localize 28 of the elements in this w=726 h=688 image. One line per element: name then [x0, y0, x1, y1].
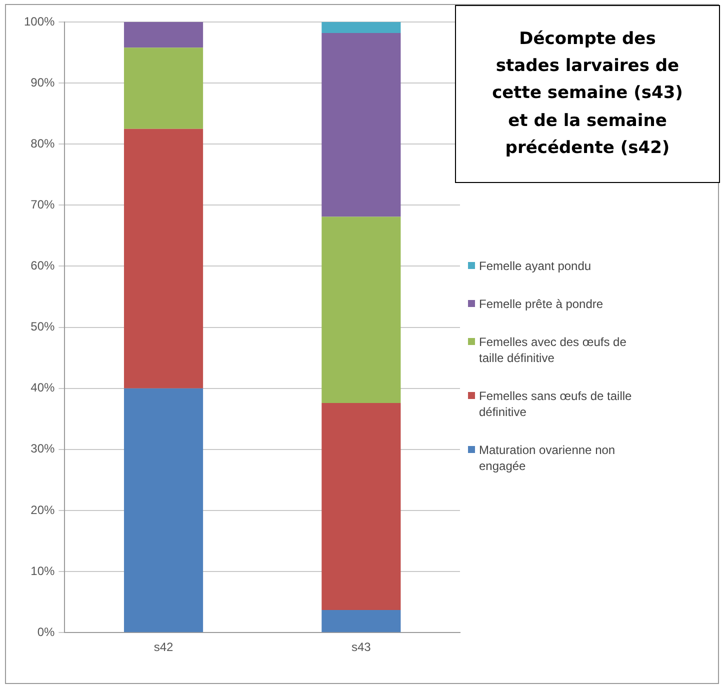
- title-box: Décompte des stades larvaires de cette semaine (s43) et de la semaine précédente (s42): [455, 5, 720, 183]
- legend-label: Maturation ovarienne non engagée: [479, 442, 616, 474]
- y-tick-label: 20%: [30, 502, 56, 517]
- bar: [322, 216, 401, 404]
- bar: [322, 22, 401, 33]
- y-tick-label: 0%: [37, 624, 56, 639]
- y-tick-label: 50%: [30, 320, 56, 334]
- y-tick-label: 90%: [30, 75, 56, 90]
- y-tick-label: 30%: [30, 442, 56, 456]
- legend-label: Femelle prête à pondre: [479, 296, 604, 312]
- bar: [322, 32, 401, 217]
- bar: [124, 388, 204, 632]
- y-tick-label: 10%: [30, 564, 56, 578]
- y-tick-label: 100%: [24, 14, 56, 28]
- y-tick-label: 80%: [30, 136, 56, 150]
- legend-label: Femelle ayant pondu: [479, 258, 592, 274]
- bar: [124, 48, 204, 129]
- y-tick-label: 40%: [30, 380, 56, 395]
- y-tick-label: 60%: [30, 258, 56, 273]
- x-tick-label: s42: [154, 640, 174, 654]
- x-tick-label: s43: [351, 640, 372, 654]
- y-tick-label: 70%: [30, 197, 56, 212]
- bar: [124, 22, 204, 48]
- bar: [322, 610, 401, 632]
- legend-label: Femelles sans œufs de taille définitive: [479, 388, 633, 420]
- legend-label: Femelles avec des œufs de taille définitive: [479, 334, 628, 366]
- bar: [124, 128, 204, 388]
- bar: [322, 403, 401, 610]
